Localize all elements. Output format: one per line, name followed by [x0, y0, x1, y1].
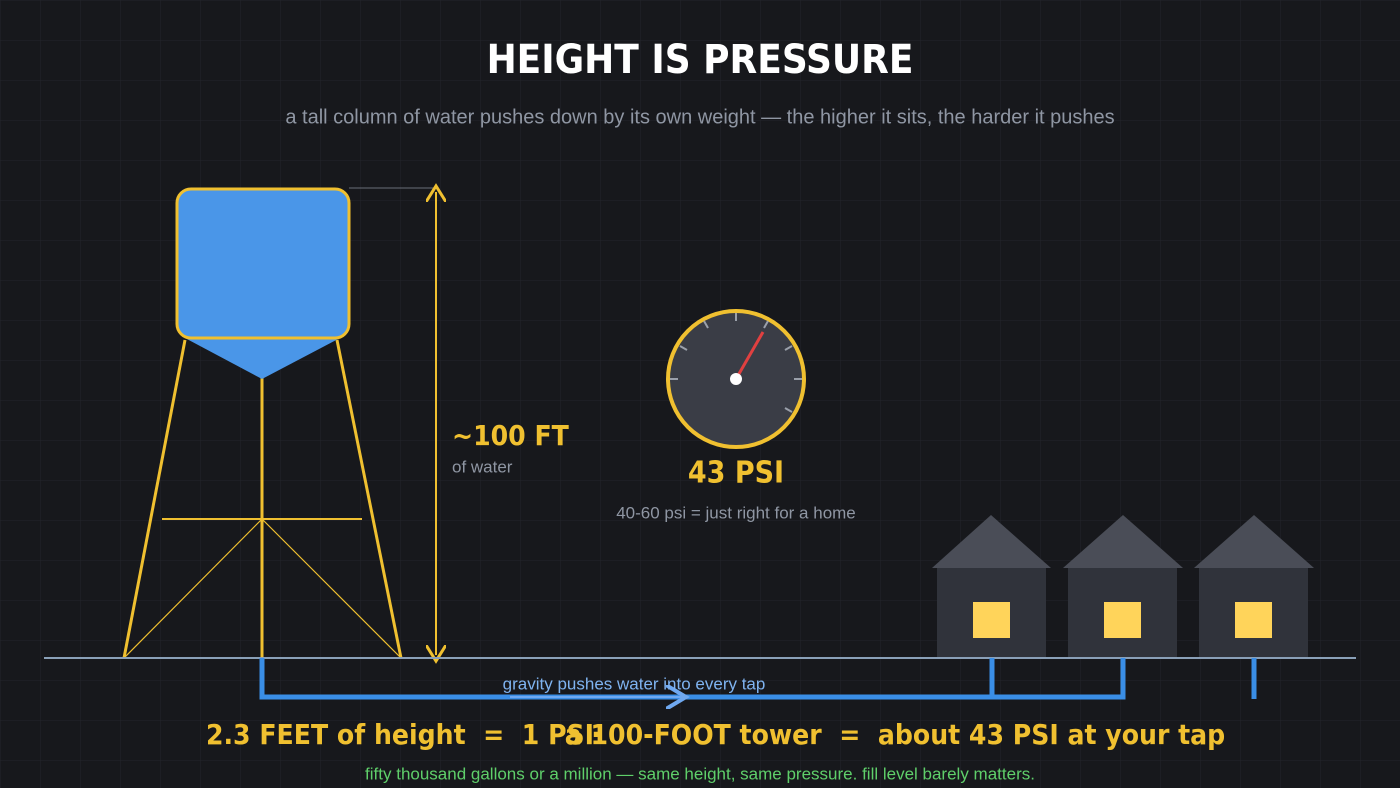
gauge-reading: 43 PSI — [688, 456, 784, 491]
footnote: fifty thousand gallons or a million — sa… — [365, 764, 1035, 783]
formula-left: 2.3 FEET of height = 1 PSI — [206, 718, 594, 751]
houses — [932, 515, 1314, 658]
gauge — [666, 309, 806, 449]
gauge-note: 40-60 psi = just right for a home — [616, 503, 856, 522]
subtitle: a tall column of water pushes down by it… — [285, 106, 1114, 128]
formula-separator: · — [591, 718, 601, 751]
pipe-label: gravity pushes water into every tap — [503, 674, 766, 693]
height-note: of water — [452, 457, 513, 476]
water-tower — [122, 187, 403, 659]
formula-right: a 100-FOOT tower = about 43 PSI at your … — [565, 718, 1225, 751]
pipes — [259, 658, 1257, 700]
title: HEIGHT IS PRESSURE — [487, 37, 914, 83]
height-label: ~100 FT — [452, 419, 570, 452]
